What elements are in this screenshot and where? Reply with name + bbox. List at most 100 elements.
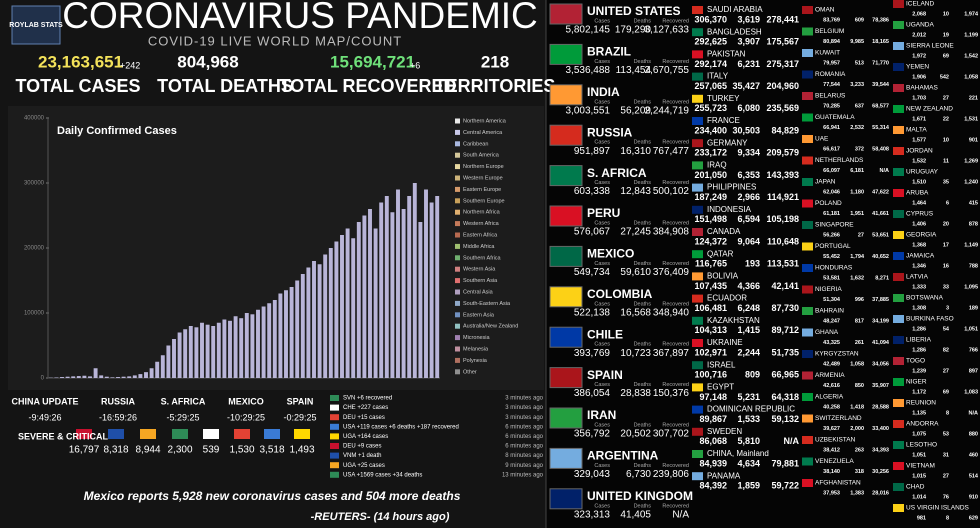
flag — [893, 42, 904, 50]
country-cases: 42,616 — [823, 383, 840, 389]
country-cases: 38,140 — [823, 469, 840, 475]
country-deaths: 113,454 — [616, 65, 652, 76]
column-label: Recovered — [662, 180, 689, 186]
country-recovered: 629 — [969, 515, 978, 521]
legend-label: Other — [463, 369, 477, 375]
flag — [893, 147, 904, 155]
country-deaths: 996 — [855, 297, 864, 303]
country-deaths: 3,619 — [737, 14, 760, 24]
country-recovered: 221 — [969, 95, 978, 101]
country-deaths: 10 — [943, 11, 949, 17]
country-recovered: 1,240 — [964, 179, 978, 185]
flag — [330, 443, 339, 449]
bar — [306, 267, 311, 378]
flag — [692, 294, 703, 303]
country-recovered: 71,770 — [872, 60, 889, 66]
country-name: ECUADOR — [707, 294, 747, 303]
country-cases: 2,068 — [912, 11, 926, 17]
country-cases: 292,625 — [694, 37, 727, 47]
legend-swatch — [455, 300, 460, 306]
bar — [362, 215, 367, 378]
country-recovered: 175,567 — [766, 37, 799, 47]
country-cases: 61,181 — [823, 211, 840, 217]
bar — [138, 374, 143, 378]
bar — [211, 326, 216, 378]
country-name: SWITZERLAND — [815, 415, 862, 422]
country-deaths: 10,723 — [620, 348, 651, 359]
bar — [267, 303, 272, 378]
country-cases: 48,247 — [823, 318, 840, 324]
flag — [802, 156, 813, 165]
country-deaths: 2,244 — [737, 347, 760, 357]
legend-label: Central Asia — [463, 289, 494, 295]
country-cases: 1,972 — [912, 53, 926, 59]
country-deaths: 3 — [946, 305, 949, 311]
country-deaths: 1,383 — [850, 490, 864, 496]
country-cases: 292,174 — [694, 59, 727, 69]
country-recovered: 34,393 — [872, 447, 889, 453]
bar — [340, 235, 344, 378]
country-deaths: 31 — [943, 452, 949, 458]
country-cases: 981 — [917, 515, 926, 521]
flag — [549, 367, 583, 389]
bar — [384, 196, 389, 378]
column-label: Recovered — [662, 301, 689, 307]
column-label: Recovered — [662, 18, 689, 24]
country-cases: 62,046 — [823, 189, 840, 195]
country-cases: 1,172 — [912, 389, 926, 395]
country-deaths: 30,503 — [732, 125, 760, 135]
country-cases: 1,286 — [912, 326, 926, 332]
country-recovered: 28,588 — [872, 404, 889, 410]
country-recovered: 500,102 — [653, 186, 690, 197]
country-cases: 38,412 — [823, 447, 840, 453]
chart-title: Daily Confirmed Cases — [57, 125, 177, 137]
bar — [256, 309, 260, 378]
column-label: Cases — [594, 382, 610, 388]
country-name: UGANDA — [906, 22, 934, 29]
country-deaths: 1,415 — [737, 325, 760, 335]
column-label: Cases — [594, 18, 610, 24]
country-cases: 3,003,551 — [566, 105, 611, 116]
flag — [692, 72, 703, 81]
flag — [330, 404, 339, 411]
flag — [893, 378, 904, 386]
country-name: IRAQ — [707, 161, 727, 170]
country-deaths: 9,064 — [737, 236, 760, 246]
country-cases: 106,481 — [694, 303, 727, 313]
country-name: CHAD — [906, 484, 925, 491]
country-cases: 1,532 — [912, 158, 926, 164]
legend-swatch — [455, 198, 460, 204]
country-cases: 549,734 — [574, 267, 611, 278]
country-cases: 3,536,488 — [566, 65, 611, 76]
country-recovered: N/A — [880, 168, 890, 174]
bar — [76, 376, 81, 378]
bar — [116, 377, 120, 378]
country-name: GUATEMALA — [815, 114, 855, 121]
country-deaths: 3,907 — [737, 37, 760, 47]
country-cases: 42,489 — [823, 361, 840, 367]
country-recovered: 880 — [969, 431, 978, 437]
country-name: LIBERIA — [906, 337, 932, 344]
legend-swatch — [455, 232, 460, 238]
country-deaths: 809 — [745, 370, 760, 380]
country-deaths: 1,794 — [850, 254, 865, 260]
legend-swatch — [455, 346, 460, 352]
clocks: CHINA UPDATE -9:49:26 RUSSIA -16:59:26 S. AF… — [12, 396, 317, 455]
flag — [549, 286, 583, 308]
bar — [379, 202, 384, 378]
country-deaths: 33 — [943, 284, 949, 290]
country-deaths: 17 — [943, 242, 949, 248]
country-recovered: 110,648 — [767, 236, 799, 246]
country-recovered: 105,198 — [766, 214, 799, 224]
country-deaths: 22 — [943, 116, 949, 122]
country-cases: 1,346 — [912, 263, 926, 269]
country-name: PAKISTAN — [707, 50, 746, 59]
country-recovered: 204,960 — [766, 81, 799, 91]
country-name: COLOMBIA — [587, 287, 653, 301]
country-name: GEORGIA — [906, 232, 937, 239]
country-name: QATAR — [707, 249, 734, 258]
country-deaths: 35,427 — [732, 81, 760, 91]
country-recovered: 33,400 — [872, 426, 889, 432]
severe-value: 3,518 — [259, 445, 284, 456]
country-name: ROMANIA — [815, 71, 846, 78]
